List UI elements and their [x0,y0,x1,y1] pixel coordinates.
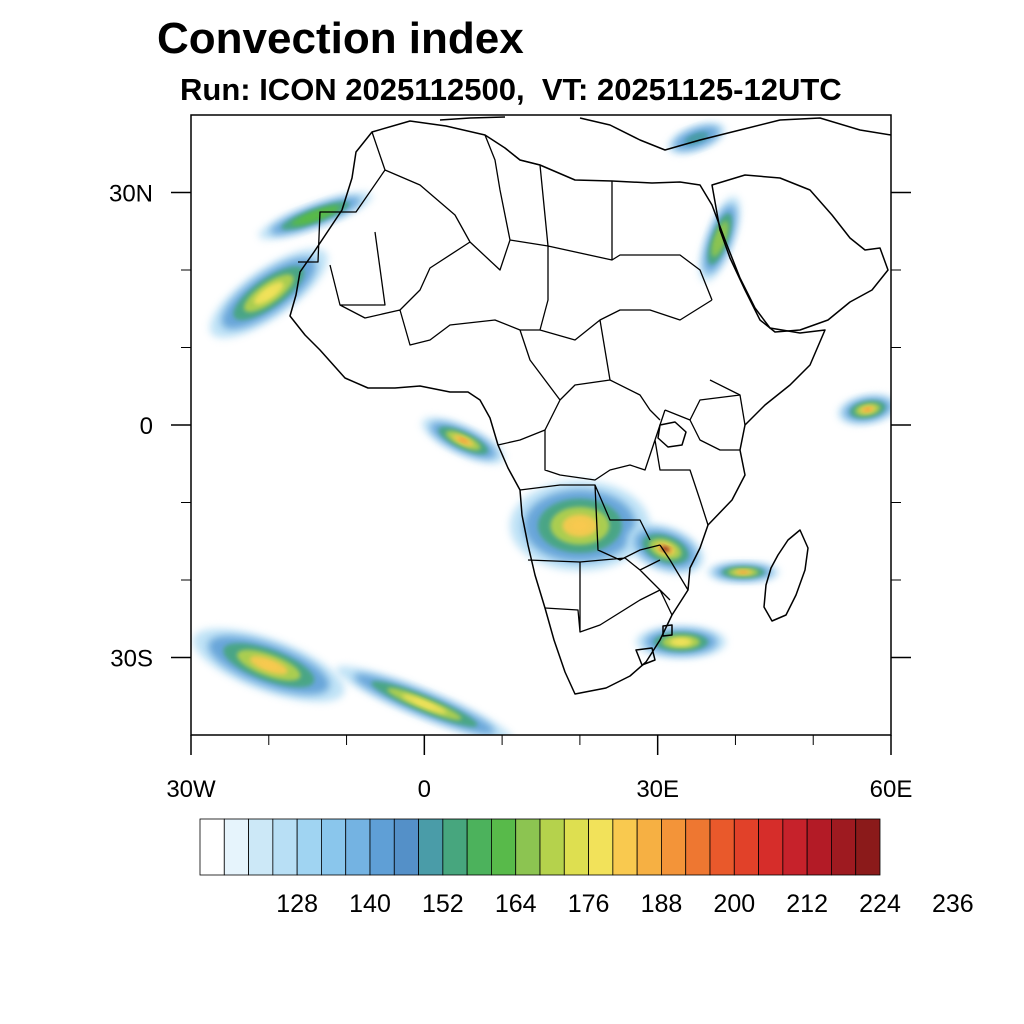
y-tick-label: 0 [140,413,153,440]
convection-contour [259,660,278,670]
colorbar-tick-label: 176 [568,890,610,918]
colorbar-swatch [369,818,395,876]
convection-contour [693,136,700,141]
colorbar-swatch [199,818,225,876]
convection-region [668,123,726,154]
colorbar [199,818,881,876]
colorbar-tick-label: 224 [859,890,901,918]
colorbar-tick-label: 236 [932,890,974,918]
colorbar-swatch [223,818,249,876]
convection-contour [571,520,589,532]
colorbar-swatch [855,818,881,876]
x-tick-label: 0 [418,776,431,803]
country-borders [298,131,746,633]
colorbar-swatch [539,818,565,876]
convection-region [838,394,891,425]
colorbar-swatch [248,818,274,876]
arabia-coastline [711,174,889,333]
y-tick-label: 30S [110,646,153,673]
convection-contour [261,287,276,299]
colorbar-swatch [345,818,371,876]
axis-tick-labels: 30W 0 30E 60E 30N 0 30S [109,181,912,804]
colorbar-swatch [733,818,759,876]
convection-region [699,196,741,282]
colorbar-swatch [782,818,808,876]
colorbar-swatch [418,818,444,876]
colorbar-swatch [491,818,517,876]
colorbar-swatch [636,818,662,876]
colorbar-tick-label: 188 [641,890,683,918]
convection-region [636,626,726,658]
convection-contour [738,571,748,574]
colorbar-swatch [321,818,347,876]
colorbar-swatch [588,818,614,876]
colorbar-labels: 128 140 152 164 176 188 200 212 224 236 [276,890,973,918]
colorbar-swatch [563,818,589,876]
convection-contour [864,407,872,412]
colorbar-tick-label: 128 [276,890,318,918]
colorbar-swatch [296,818,322,876]
colorbar-tick-label: 200 [713,890,755,918]
y-tick-label: 30N [109,181,153,208]
x-tick-label: 30W [166,776,216,803]
eswatini-border [662,624,673,637]
convection-region [209,248,328,338]
colorbar-tick-label: 212 [786,890,828,918]
colorbar-swatch [515,818,541,876]
colorbar-swatch [612,818,638,876]
chart-title: Convection index [157,14,524,63]
convection-region [336,666,513,735]
colorbar-swatch [393,818,419,876]
madagascar-coastline [763,529,809,622]
chart-subtitle: Run: ICON 2025112500, VT: 20251125-12UTC [180,72,842,107]
x-tick-label: 30E [636,776,679,803]
lake-victoria [657,421,687,448]
colorbar-swatch [442,818,468,876]
convection-contour [413,699,435,709]
colorbar-swatch [272,818,298,876]
lesotho-border [635,647,656,666]
colorbar-swatch [466,818,492,876]
plot-frame [190,114,892,736]
europe-coastline [439,116,891,151]
convection-region [422,417,505,464]
convection-region [509,480,650,571]
convection-region [707,562,780,583]
colorbar-swatch [709,818,735,876]
colorbar-swatch [831,818,857,876]
convection-region [193,628,345,702]
x-tick-label: 60E [870,776,913,803]
colorbar-swatch [661,818,687,876]
convection-contour [308,212,323,219]
axis-ticks [171,191,911,755]
colorbar-tick-label: 152 [422,890,464,918]
map-outline-layer [289,116,891,695]
colorbar-swatch [806,818,832,876]
colorbar-tick-label: 164 [495,890,537,918]
colorbar-swatch [685,818,711,876]
convection-field-layer [193,123,891,735]
convection-contour [717,233,723,245]
colorbar-tick-label: 140 [349,890,391,918]
colorbar-swatch [758,818,784,876]
convection-contour [675,640,687,644]
convection-region [258,192,372,240]
africa-coastline [289,120,826,695]
convection-contour [458,437,469,444]
